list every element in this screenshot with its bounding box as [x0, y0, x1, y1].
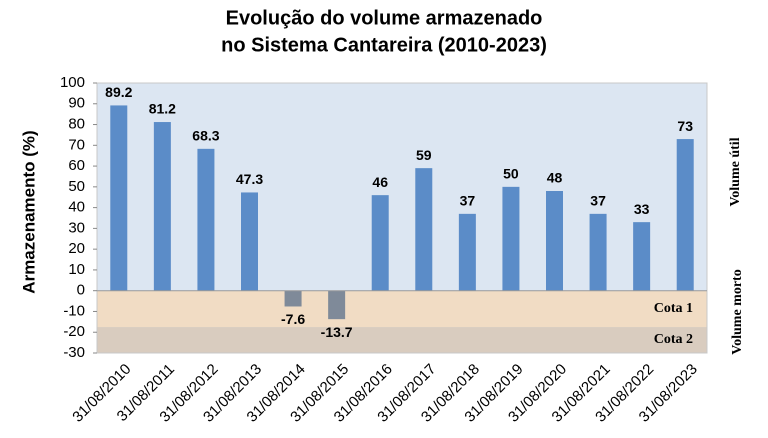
- chart-title: no Sistema Cantareira (2010-2023): [221, 34, 547, 56]
- value-label: 50: [503, 166, 519, 182]
- value-label: 59: [416, 147, 432, 163]
- bar: [328, 290, 346, 320]
- value-label: -13.7: [321, 324, 353, 340]
- bar: [502, 186, 520, 291]
- value-label: 37: [460, 193, 476, 209]
- value-label: 89.2: [105, 84, 132, 100]
- value-label: 48: [547, 170, 563, 186]
- y-tick-label: -30: [63, 344, 85, 361]
- value-label: 46: [372, 174, 388, 190]
- bar: [284, 290, 302, 307]
- value-label: 47.3: [236, 171, 263, 187]
- side-label: Volume útil: [728, 137, 743, 206]
- band-label: Cota 1: [654, 301, 693, 316]
- y-tick-label: 80: [68, 116, 85, 133]
- bar: [415, 168, 433, 291]
- value-label: 37: [590, 193, 606, 209]
- band-label: Cota 2: [654, 332, 693, 347]
- y-tick-label: 0: [77, 282, 85, 299]
- value-label: 68.3: [192, 128, 219, 144]
- y-tick-label: 30: [68, 219, 85, 236]
- value-label: -7.6: [281, 311, 305, 327]
- bar: [153, 122, 171, 291]
- value-label: 33: [634, 201, 650, 217]
- bar: [241, 192, 258, 291]
- y-tick-label: 10: [68, 261, 85, 278]
- y-tick-label: 20: [68, 240, 85, 257]
- bar: [633, 222, 651, 291]
- bar: [197, 148, 215, 291]
- bar: [458, 213, 476, 291]
- side-label: Volume morto: [730, 269, 745, 354]
- value-label: 81.2: [149, 101, 176, 117]
- bar: [589, 213, 607, 291]
- plot-border: [96, 82, 708, 354]
- y-tick-label: 100: [60, 74, 85, 91]
- bar: [371, 195, 389, 291]
- y-tick-label: -10: [63, 302, 85, 319]
- y-tick-label: 70: [68, 136, 85, 153]
- chart-title: Evolução do volume armazenado: [226, 7, 543, 29]
- bar: [676, 139, 694, 291]
- y-tick-label: -20: [63, 323, 85, 340]
- bar: [546, 191, 563, 291]
- y-tick-label: 50: [68, 178, 85, 195]
- y-tick-label: 60: [68, 157, 85, 174]
- y-tick-label: 90: [68, 95, 85, 112]
- y-tick-label: 40: [68, 199, 85, 216]
- band: [97, 327, 707, 353]
- bar: [110, 105, 128, 291]
- band: [97, 83, 707, 291]
- y-axis-label: Armazenamento (%): [19, 130, 38, 293]
- value-label: 73: [677, 118, 693, 134]
- band: [97, 290, 707, 328]
